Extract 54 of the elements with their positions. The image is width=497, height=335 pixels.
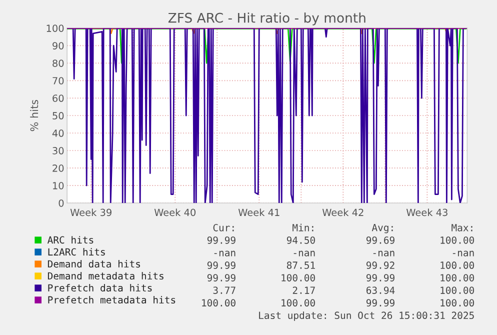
text: 100.00 (440, 286, 474, 294)
text: 99.99 (207, 236, 236, 244)
x-tick-label: Week 43 (406, 208, 448, 216)
y-tick-label: 40 (52, 130, 64, 137)
text: 100.00 (282, 274, 315, 282)
line-series (67, 28, 467, 204)
text: 63.94 (366, 286, 395, 294)
y-axis-title: % hits (30, 100, 38, 132)
text: 100.00 (440, 274, 474, 282)
text: 3.77 (213, 286, 236, 294)
y-tick-label: 80 (52, 60, 64, 67)
y-tick-label: 20 (52, 164, 64, 172)
y-tick-label: 70 (52, 77, 64, 84)
text: 100.00 (282, 299, 315, 306)
y-tick-label: 30 (52, 147, 64, 154)
y-tick-label: 10 (53, 182, 64, 190)
legend-label: Demand metadata hits (48, 272, 164, 280)
text: Last update: Sun Oct 26 15:00:31 2025 (259, 312, 474, 321)
legend-label: Demand data hits (48, 260, 140, 268)
text: 99.99 (366, 274, 394, 282)
legend-label: Prefetch data hits (48, 284, 152, 292)
y-tick-label: 60 (52, 94, 64, 102)
y-tick-label: 90 (52, 42, 64, 50)
text: -nan (373, 250, 394, 256)
text: -nan (214, 250, 236, 256)
y-tick-label: 100 (46, 24, 64, 32)
text: 99.99 (366, 299, 394, 306)
x-tick-label: Week 40 (154, 208, 196, 216)
text: 100.00 (202, 299, 236, 306)
text: 99.92 (366, 262, 394, 269)
text: 94.50 (286, 236, 315, 244)
legend-label: Prefetch metadata hits (48, 296, 176, 304)
text: -nan (452, 250, 474, 256)
text: 100.00 (440, 299, 474, 306)
text: 2.17 (292, 286, 315, 294)
legend-label: L2ARC hits (48, 248, 105, 256)
x-tick-label: Week 39 (70, 208, 112, 216)
text: Max: (452, 224, 472, 232)
text: 99.69 (366, 236, 394, 244)
text: 99.99 (207, 274, 236, 282)
text: 100.00 (440, 236, 474, 244)
text: Cur: (213, 224, 234, 232)
x-tick-label: Week 41 (238, 208, 280, 216)
chart-title: ZFS ARC - Hit ratio - by month (168, 12, 366, 26)
text: Avg: (372, 224, 393, 234)
y-tick-label: 50 (52, 112, 64, 120)
text: 87.51 (286, 262, 315, 269)
text: -nan (294, 250, 315, 256)
x-tick-label: Week 42 (322, 208, 364, 216)
y-tick-label: 0 (58, 199, 64, 207)
legend-label: ARC hits (47, 236, 94, 244)
text: 100.00 (440, 262, 474, 269)
text: 99.99 (207, 262, 236, 269)
text: Min: (292, 224, 314, 232)
